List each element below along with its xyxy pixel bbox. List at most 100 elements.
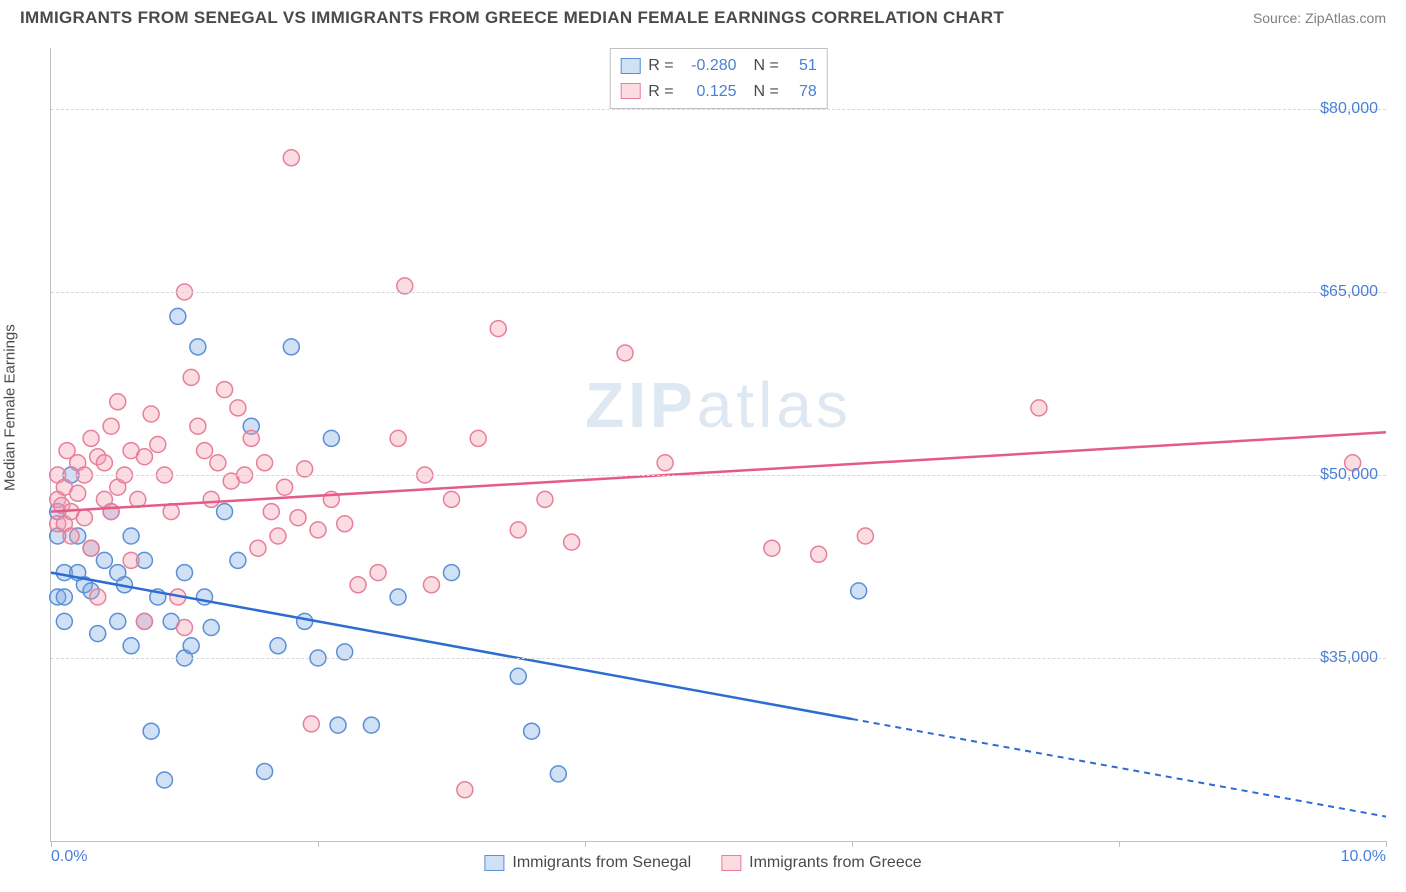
chart-title: IMMIGRANTS FROM SENEGAL VS IMMIGRANTS FR… [20,8,1004,28]
data-point [323,430,339,446]
data-point [370,565,386,581]
data-point [510,522,526,538]
data-point [390,430,406,446]
data-point [444,491,460,507]
chart-plot-area: ZIPatlas R =-0.280 N =51R =0.125 N =78 $… [50,48,1386,842]
data-point [257,455,273,471]
scatter-plot-svg [51,48,1386,841]
data-point [90,626,106,642]
gridline [51,292,1386,293]
data-point [537,491,553,507]
data-point [257,763,273,779]
stats-legend: R =-0.280 N =51R =0.125 N =78 [609,48,828,109]
data-point [310,522,326,538]
data-point [243,430,259,446]
y-tick-label: $35,000 [1320,649,1378,667]
data-point [190,339,206,355]
data-point [263,504,279,520]
stats-legend-row: R = -0.280 N = 51 [620,53,817,79]
data-point [123,552,139,568]
data-point [270,528,286,544]
data-point [564,534,580,550]
data-point [337,516,353,532]
data-point [150,437,166,453]
data-point [63,528,79,544]
data-point [217,504,233,520]
r-value: 0.125 [682,79,737,105]
data-point [156,772,172,788]
data-point [1031,400,1047,416]
data-point [76,510,92,526]
y-tick-label: $80,000 [1320,100,1378,118]
data-point [764,540,780,556]
data-point [290,510,306,526]
source-attribution: Source: ZipAtlas.com [1253,10,1386,26]
series-name: Immigrants from Senegal [512,854,691,872]
data-point [857,528,873,544]
data-point [350,577,366,593]
data-point [103,504,119,520]
data-point [363,717,379,733]
y-tick-label: $65,000 [1320,283,1378,301]
x-tick-label: 0.0% [51,848,87,866]
y-tick-label: $50,000 [1320,466,1378,484]
data-point [143,406,159,422]
data-point [210,455,226,471]
data-point [190,418,206,434]
x-tick-mark [51,841,52,847]
data-point [170,308,186,324]
data-point [303,716,319,732]
data-point [96,455,112,471]
data-point [183,369,199,385]
data-point [217,382,233,398]
data-point [136,613,152,629]
trend-line [51,573,852,719]
data-point [250,540,266,556]
legend-swatch [721,855,741,871]
data-point [277,479,293,495]
data-point [230,400,246,416]
data-point [90,589,106,605]
data-point [423,577,439,593]
legend-swatch [620,83,640,99]
data-point [136,449,152,465]
data-point [510,668,526,684]
x-tick-mark [852,841,853,847]
data-point [851,583,867,599]
data-point [444,565,460,581]
data-point [270,638,286,654]
data-point [283,339,299,355]
gridline [51,475,1386,476]
data-point [330,717,346,733]
x-tick-mark [1119,841,1120,847]
x-tick-label: 10.0% [1341,848,1386,866]
n-label: N = [745,79,779,105]
data-point [203,620,219,636]
data-point [70,485,86,501]
n-label: N = [745,53,779,79]
x-tick-mark [318,841,319,847]
data-point [390,589,406,605]
series-legend-item: Immigrants from Senegal [484,854,691,872]
data-point [550,766,566,782]
data-point [177,565,193,581]
data-point [283,150,299,166]
n-value: 51 [787,53,817,79]
data-point [96,552,112,568]
data-point [56,589,72,605]
r-label: R = [648,79,673,105]
data-point [123,528,139,544]
data-point [143,723,159,739]
data-point [524,723,540,739]
r-value: -0.280 [682,53,737,79]
data-point [123,638,139,654]
data-point [183,638,199,654]
series-legend-item: Immigrants from Greece [721,854,921,872]
data-point [197,443,213,459]
r-label: R = [648,53,673,79]
legend-swatch [620,58,640,74]
data-point [617,345,633,361]
data-point [203,491,219,507]
series-legend: Immigrants from Senegal Immigrants from G… [484,854,921,872]
data-point [811,546,827,562]
